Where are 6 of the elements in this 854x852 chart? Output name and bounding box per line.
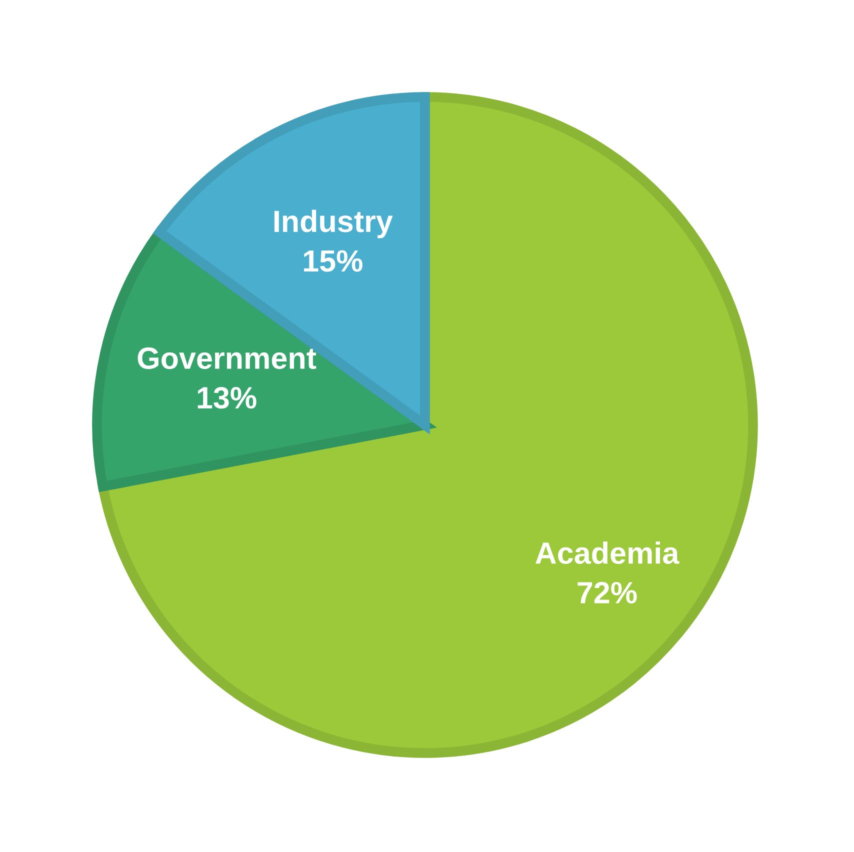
slice-label: Industry — [274, 210, 393, 238]
data-label: 13% — [198, 386, 256, 409]
data-label: 15% — [304, 250, 362, 272]
slice-label: Government — [138, 347, 316, 370]
data-label: 72% — [578, 582, 637, 604]
slice-label: Academia — [536, 542, 680, 564]
